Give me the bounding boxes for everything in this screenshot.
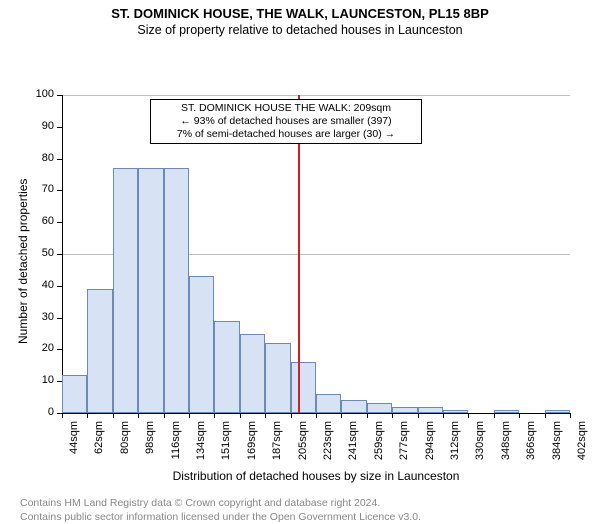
annotation-box: ST. DOMINICK HOUSE THE WALK: 209sqm← 93%… xyxy=(150,99,422,144)
x-tick xyxy=(494,413,495,418)
x-tick-label: 116sqm xyxy=(170,421,182,471)
histogram-bar xyxy=(392,407,417,413)
annotation-line: 7% of semi-detached houses are larger (3… xyxy=(155,128,417,141)
x-tick xyxy=(87,413,88,418)
x-tick xyxy=(291,413,292,418)
x-tick-label: 241sqm xyxy=(347,421,359,471)
annotation-line: ST. DOMINICK HOUSE THE WALK: 209sqm xyxy=(155,102,417,115)
y-tick-label: 80 xyxy=(28,152,54,164)
y-tick-label: 10 xyxy=(28,374,54,386)
x-tick xyxy=(316,413,317,418)
histogram-bar xyxy=(316,394,341,413)
x-tick-label: 277sqm xyxy=(398,421,410,471)
y-tick-label: 70 xyxy=(28,183,54,195)
histogram-bar xyxy=(62,375,87,413)
histogram-bar xyxy=(418,407,443,413)
x-tick xyxy=(341,413,342,418)
y-tick xyxy=(57,127,62,128)
y-tick xyxy=(57,190,62,191)
footer-text: Contains HM Land Registry data © Crown c… xyxy=(20,497,600,524)
y-tick xyxy=(57,95,62,96)
x-tick-label: 187sqm xyxy=(271,421,283,471)
y-tick xyxy=(57,222,62,223)
x-tick-label: 348sqm xyxy=(500,421,512,471)
x-tick-label: 80sqm xyxy=(119,421,131,471)
x-tick-label: 151sqm xyxy=(220,421,232,471)
x-tick xyxy=(519,413,520,418)
x-tick-label: 169sqm xyxy=(246,421,258,471)
y-tick xyxy=(57,318,62,319)
x-tick xyxy=(418,413,419,418)
histogram-bar xyxy=(164,168,189,413)
histogram-bar xyxy=(265,343,290,413)
x-axis-label: Distribution of detached houses by size … xyxy=(62,469,570,483)
x-tick xyxy=(189,413,190,418)
x-tick xyxy=(392,413,393,418)
x-tick xyxy=(367,413,368,418)
x-tick xyxy=(265,413,266,418)
x-tick-label: 384sqm xyxy=(551,421,563,471)
y-tick-label: 90 xyxy=(28,120,54,132)
histogram-bar xyxy=(367,403,392,413)
y-tick-label: 0 xyxy=(28,406,54,418)
chart-area: Number of detached properties01020304050… xyxy=(0,37,600,489)
histogram-bar xyxy=(443,410,468,413)
annotation-line: ← 93% of detached houses are smaller (39… xyxy=(155,115,417,128)
histogram-bar xyxy=(214,321,239,413)
y-tick-label: 50 xyxy=(28,247,54,259)
footer-line-1: Contains HM Land Registry data © Crown c… xyxy=(20,497,600,511)
x-tick-label: 44sqm xyxy=(68,421,80,471)
histogram-bar xyxy=(494,410,519,413)
y-tick xyxy=(57,349,62,350)
x-tick-label: 312sqm xyxy=(449,421,461,471)
histogram-bar xyxy=(545,410,570,413)
chart-subtitle: Size of property relative to detached ho… xyxy=(0,23,600,37)
x-tick-label: 62sqm xyxy=(93,421,105,471)
histogram-bar xyxy=(291,362,316,413)
x-tick-label: 294sqm xyxy=(424,421,436,471)
x-tick xyxy=(545,413,546,418)
x-tick xyxy=(468,413,469,418)
x-tick xyxy=(214,413,215,418)
grid-line xyxy=(62,95,570,96)
x-tick-label: 259sqm xyxy=(373,421,385,471)
x-tick xyxy=(113,413,114,418)
x-tick-label: 366sqm xyxy=(525,421,537,471)
y-tick xyxy=(57,254,62,255)
histogram-bar xyxy=(240,334,265,414)
y-tick-label: 60 xyxy=(28,215,54,227)
y-tick-label: 100 xyxy=(28,88,54,100)
x-tick xyxy=(138,413,139,418)
y-tick xyxy=(57,286,62,287)
histogram-bar xyxy=(87,289,112,413)
x-tick xyxy=(164,413,165,418)
x-tick-label: 134sqm xyxy=(195,421,207,471)
y-tick xyxy=(57,159,62,160)
footer-line-2: Contains public sector information licen… xyxy=(20,511,600,524)
histogram-bar xyxy=(189,276,214,413)
y-tick-label: 20 xyxy=(28,342,54,354)
x-tick-label: 330sqm xyxy=(474,421,486,471)
x-tick xyxy=(62,413,63,418)
chart-title: ST. DOMINICK HOUSE, THE WALK, LAUNCESTON… xyxy=(0,6,600,21)
x-tick-label: 98sqm xyxy=(144,421,156,471)
histogram-bar xyxy=(138,168,163,413)
x-tick xyxy=(443,413,444,418)
histogram-bar xyxy=(113,168,138,413)
histogram-bar xyxy=(341,400,366,413)
x-tick-label: 223sqm xyxy=(322,421,334,471)
x-tick xyxy=(570,413,571,418)
y-tick-label: 30 xyxy=(28,311,54,323)
x-tick xyxy=(240,413,241,418)
x-tick-label: 402sqm xyxy=(576,421,588,471)
y-tick-label: 40 xyxy=(28,279,54,291)
x-tick-label: 205sqm xyxy=(297,421,309,471)
